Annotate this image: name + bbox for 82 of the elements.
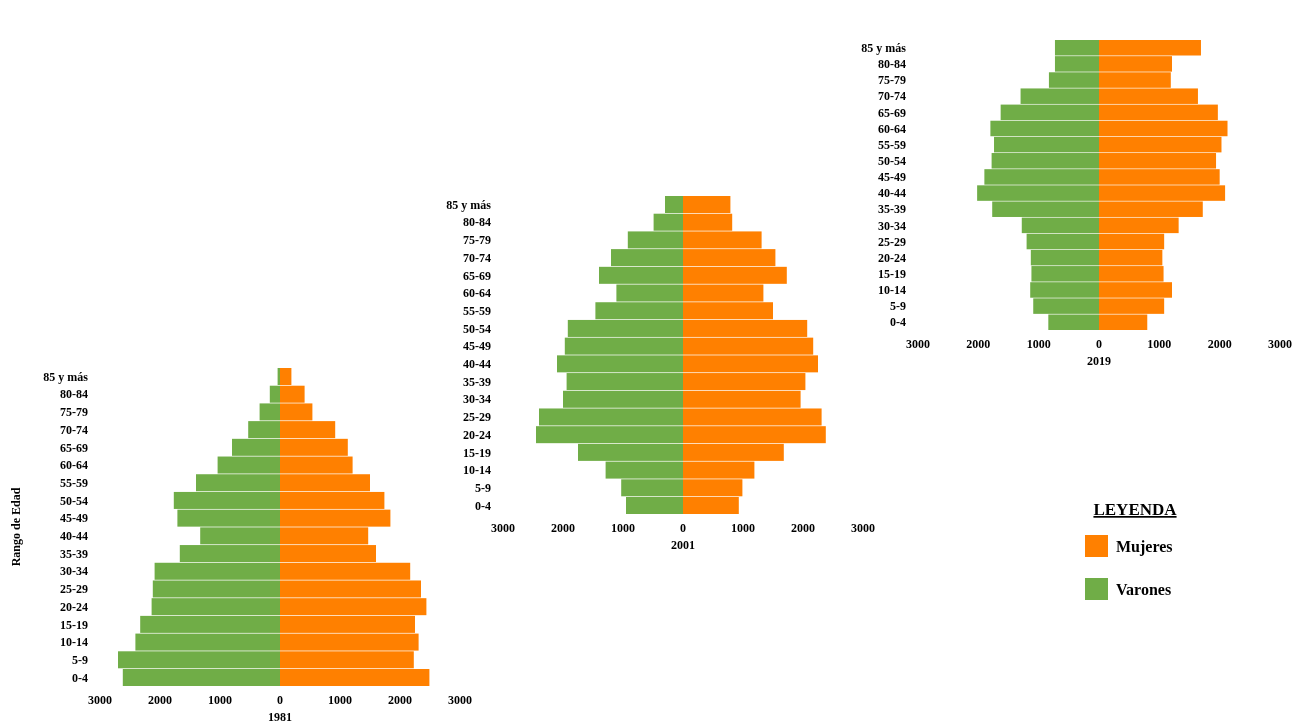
y-tick-label: 20-24 [878, 250, 906, 265]
y-tick-label: 15-19 [60, 617, 88, 632]
x-tick-label: 3000 [906, 337, 930, 351]
y-tick-label: 10-14 [463, 463, 491, 478]
y-tick-label: 25-29 [878, 234, 906, 249]
y-tick-label: 55-59 [878, 137, 906, 152]
x-tick-label: 3000 [491, 521, 515, 535]
y-tick-label: 10-14 [60, 635, 88, 650]
y-tick-label: 20-24 [463, 427, 491, 442]
y-tick-label: 65-69 [60, 440, 88, 455]
x-tick-label: 3000 [1268, 337, 1292, 351]
y-tick-label: 40-44 [878, 186, 906, 201]
y-tick-label: 50-54 [878, 153, 906, 168]
y-tick-label: 30-34 [60, 564, 88, 579]
x-tick-label: 2000 [551, 521, 575, 535]
y-tick-label: 30-34 [878, 218, 906, 233]
x-tick-label: 2000 [148, 693, 172, 707]
y-tick-label: 45-49 [463, 339, 491, 354]
x-tick-label: 2000 [791, 521, 815, 535]
y-tick-label: 15-19 [463, 445, 491, 460]
x-axis-title: 2019 [1087, 354, 1111, 368]
x-tick-label: 1000 [1026, 337, 1051, 351]
y-tick-label: 40-44 [60, 529, 88, 544]
y-tick-label: 0-4 [475, 498, 491, 513]
legend-label: Mujeres [1116, 537, 1173, 556]
y-tick-label: 35-39 [60, 546, 88, 561]
y-tick-label: 50-54 [463, 321, 491, 336]
x-tick-label: 1000 [208, 693, 232, 707]
y-tick-label: 70-74 [878, 89, 906, 104]
y-tick-label: 0-4 [72, 670, 88, 685]
x-tick-label: 2000 [1207, 337, 1232, 351]
y-tick-label: 55-59 [463, 303, 491, 318]
y-tick-label: 60-64 [463, 286, 491, 301]
y-tick-label: 70-74 [60, 422, 88, 437]
y-tick-label: 85 y más [861, 40, 907, 55]
y-tick-label: 75-79 [60, 405, 88, 420]
y-tick-label: 75-79 [878, 73, 906, 88]
legend-title: LEYENDA [1093, 500, 1178, 519]
y-tick-label: 80-84 [878, 57, 906, 72]
y-tick-label: 70-74 [463, 250, 491, 265]
y-tick-label: 65-69 [878, 105, 906, 120]
x-tick-label: 1000 [611, 521, 635, 535]
y-tick-label: 15-19 [878, 267, 906, 282]
y-tick-label: 35-39 [463, 374, 491, 389]
y-tick-label: 5-9 [890, 299, 906, 314]
y-tick-label: 45-49 [60, 511, 88, 526]
y-tick-label: 20-24 [60, 599, 88, 614]
y-tick-label: 75-79 [463, 233, 491, 248]
y-tick-label: 60-64 [60, 458, 88, 473]
y-axis-title: Rango de Edad [9, 487, 23, 567]
x-tick-label: 0 [680, 521, 686, 535]
y-tick-label: 60-64 [878, 121, 906, 136]
y-tick-label: 5-9 [72, 653, 88, 667]
y-tick-label: 0-4 [890, 315, 906, 330]
x-tick-label: 1000 [328, 693, 352, 707]
y-tick-label: 30-34 [463, 392, 491, 407]
y-tick-label: 25-29 [463, 410, 491, 425]
y-tick-label: 35-39 [878, 202, 906, 217]
x-tick-label: 0 [277, 693, 283, 707]
y-tick-label: 40-44 [463, 357, 491, 372]
y-tick-label: 80-84 [463, 215, 491, 230]
y-tick-label: 65-69 [463, 268, 491, 283]
x-axis-title: 2001 [671, 538, 695, 552]
y-tick-label: 50-54 [60, 493, 88, 508]
y-tick-label: 5-9 [475, 481, 491, 495]
x-tick-label: 2000 [966, 337, 991, 351]
x-axis-title: 1981 [268, 710, 292, 724]
y-tick-label: 80-84 [60, 387, 88, 402]
y-tick-label: 55-59 [60, 475, 88, 490]
x-tick-label: 2000 [388, 693, 412, 707]
legend-label: Varones [1116, 580, 1172, 598]
x-tick-label: 3000 [851, 521, 875, 535]
y-tick-label: 85 y más [43, 369, 89, 384]
y-tick-label: 10-14 [878, 283, 906, 298]
y-tick-label: 25-29 [60, 582, 88, 597]
x-tick-label: 3000 [448, 693, 472, 707]
y-tick-label: 85 y más [446, 197, 492, 212]
x-tick-label: 3000 [88, 693, 112, 707]
x-tick-label: 1000 [731, 521, 755, 535]
x-tick-label: 0 [1096, 337, 1102, 351]
y-tick-label: 45-49 [878, 170, 906, 185]
x-tick-label: 1000 [1147, 337, 1172, 351]
